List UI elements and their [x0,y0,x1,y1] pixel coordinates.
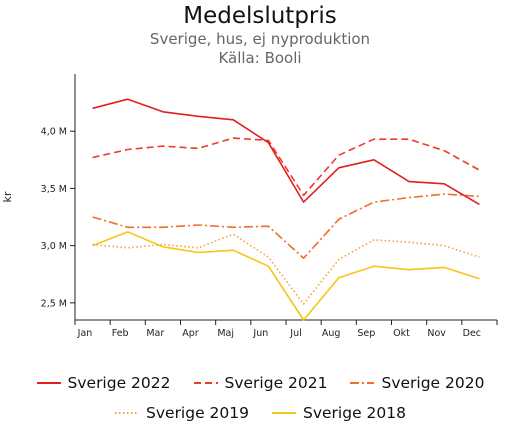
line-chart: 2,5 M 3,0 M 3,5 M 4,0 M Jan Feb Mar Apr Maj Jun Ju… [1,74,498,339]
x-tick-label: Sep [357,328,375,339]
legend-item: Sverige 2021 [193,374,328,392]
legend-swatch [115,412,140,414]
legend-item: Sverige 2020 [349,374,484,392]
y-tick-label: 2,5 M [41,298,67,309]
legend-swatch [350,382,375,384]
x-tick-label: Okt [393,328,410,339]
x-tick-label: Feb [112,328,129,339]
legend-swatch [36,382,61,384]
legend-swatch [193,382,218,384]
chart-subtitle: Sverige, hus, ej nyproduktion [149,30,371,48]
series-line-sverige-2019 [92,233,480,305]
y-tick-label: 3,0 M [41,241,67,252]
x-tick-label: Maj [217,328,234,339]
y-axis-label: kr [1,191,14,202]
y-tick-label: 3,5 M [41,184,67,195]
x-tick-label: Dec [463,328,481,339]
legend-label: Sverige 2022 [67,374,171,392]
legend-row: Sverige 2022 Sverige 2021 Sverige 2020 [0,368,520,398]
x-tick-label: Nov [427,328,446,339]
series-line-sverige-2022 [92,98,480,206]
legend-item: Sverige 2018 [271,404,406,422]
y-tick-label: 4,0 M [41,127,67,138]
series-line-sverige-2018 [92,231,480,321]
x-tick-label: Aug [322,328,341,339]
chart-title: Medelslutpris [183,3,337,29]
legend-item: Sverige 2022 [36,374,171,392]
legend-label: Sverige 2019 [146,404,249,422]
legend-label: Sverige 2021 [224,374,328,392]
series-line-sverige-2020 [92,193,480,259]
series-line-sverige-2021 [92,137,480,197]
legend-row: Sverige 2019 Sverige 2018 [0,398,520,428]
x-tick-label: Jul [289,328,301,339]
chart-axes: 2,5 M 3,0 M 3,5 M 4,0 M Jan Feb Mar Apr Maj Jun Ju… [41,74,498,339]
chart-source: Källa: Booli [218,49,302,67]
legend-label: Sverige 2018 [303,404,406,422]
legend-item: Sverige 2019 [114,404,249,422]
x-tick-label: Mar [146,328,164,339]
legend-label: Sverige 2020 [381,374,485,392]
chart-legend: Sverige 2022 Sverige 2021 Sverige 2020 Sve… [0,368,520,428]
x-tick-label: Apr [182,328,199,339]
chart-series [92,98,480,321]
x-tick-label: Jan [77,328,93,339]
x-tick-label: Jun [252,328,268,339]
legend-swatch [272,412,296,414]
